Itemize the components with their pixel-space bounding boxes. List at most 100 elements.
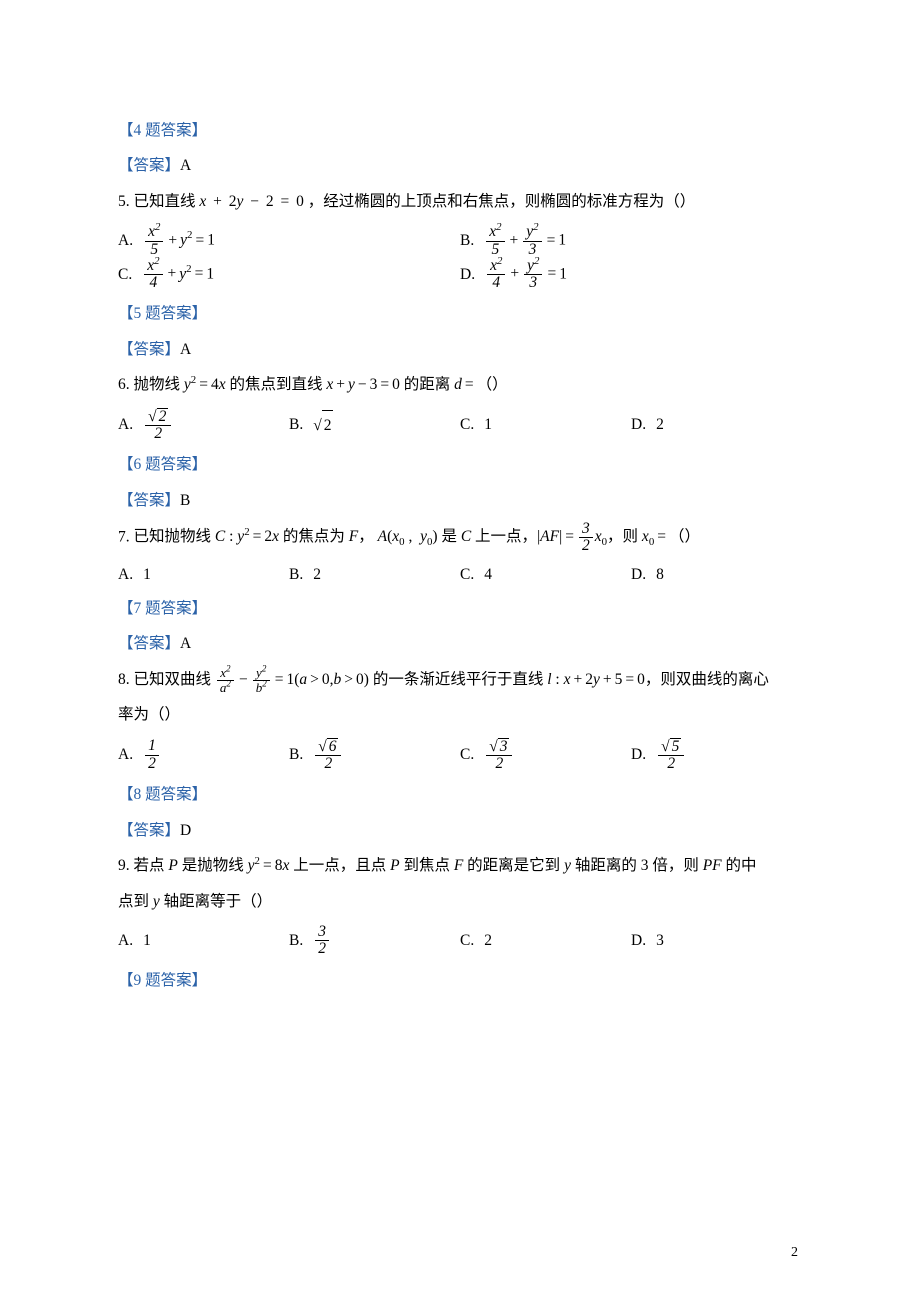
q6-ans-label: 【答案】: [118, 492, 180, 509]
q5-text-a: 已知直线 x + 2y − 2 = 0 ，经过椭圆的上顶点和右焦点，则椭圆的标准…: [134, 193, 696, 210]
q6-ans-value: B: [180, 492, 190, 509]
q7-answer-key: 【7 题答案】: [118, 594, 802, 623]
q8-text: 已知双曲线 x2a2−y2b2=1(a>0,b>0) 的一条渐近线平行于直线 l…: [134, 671, 769, 688]
q7-num: 7.: [118, 528, 130, 545]
q9-num: 9.: [118, 857, 130, 874]
page: 【4 题答案】 【答案】A 5. 已知直线 x + 2y − 2 = 0 ，经过…: [0, 0, 920, 1302]
q7-choice-c: C. 4: [460, 563, 631, 586]
q8-d-label: D.: [631, 740, 646, 769]
q7-d-val: 8: [656, 563, 664, 586]
q8-choice-d: D. √52: [631, 738, 802, 773]
q8-c-label: C.: [460, 740, 474, 769]
q5-b-math: x25+y23=1: [484, 224, 566, 258]
q8-choice-a: A. 12: [118, 738, 289, 773]
q9-choice-b: B. 32: [289, 924, 460, 958]
q7-text: 已知抛物线 C : y2=2x 的焦点为 F， A(x0 , y0) 是 C 上…: [134, 528, 701, 545]
q9-choice-c: C. 2: [460, 924, 631, 958]
q8-answer-key: 【8 题答案】: [118, 780, 802, 809]
q6-a-math: √22: [143, 408, 173, 443]
q7-a-label: A.: [118, 563, 133, 586]
q8-ans-value: D: [180, 822, 191, 839]
q8-b-label: B.: [289, 740, 303, 769]
q4-ans-value: A: [180, 157, 191, 174]
q4-answer: 【答案】A: [118, 151, 802, 180]
q8-answer: 【答案】D: [118, 816, 802, 845]
q9-b-math: 32: [313, 924, 331, 958]
q6-answer-key: 【6 题答案】: [118, 450, 802, 479]
q8-b-math: √62: [313, 738, 343, 773]
q9-c-label: C.: [460, 926, 474, 955]
q5-c-label: C.: [118, 260, 132, 289]
q5-ans-label: 【答案】: [118, 341, 180, 358]
q9-a-val: 1: [143, 926, 151, 955]
q6-c-val: 1: [484, 410, 492, 439]
q9-d-label: D.: [631, 926, 646, 955]
q4-ans-label: 【答案】: [118, 157, 180, 174]
q7-ans-label: 【答案】: [118, 635, 180, 652]
q6-c-label: C.: [460, 410, 474, 439]
q8-a-label: A.: [118, 740, 133, 769]
q9-choice-a: A. 1: [118, 924, 289, 958]
q9-stem-2: 点到 y 轴距离等于（）: [118, 887, 802, 916]
q9-answer-key: 【9 题答案】: [118, 966, 802, 995]
q5-choices: A. x25+y2=1 B. x25+y23=1 C. x24+y2=1 D. …: [118, 224, 802, 291]
q7-c-val: 4: [484, 563, 492, 586]
q6-d-val: 2: [656, 410, 664, 439]
q6-choice-c: C. 1: [460, 408, 631, 443]
q6-a-label: A.: [118, 410, 133, 439]
q8-choices: A. 12 B. √62 C. √32 D. √52: [118, 738, 802, 773]
q5-ans-value: A: [180, 341, 191, 358]
q6-answer: 【答案】B: [118, 486, 802, 515]
q7-choice-b: B. 2: [289, 563, 460, 586]
q8-choice-b: B. √62: [289, 738, 460, 773]
q8-a-math: 12: [143, 738, 161, 772]
q9-choices: A. 1 B. 32 C. 2 D. 3: [118, 924, 802, 958]
q7-a-val: 1: [143, 563, 151, 586]
q5-choice-d: D. x24+y23=1: [460, 258, 802, 292]
q5-num: 5.: [118, 193, 130, 210]
q5-answer: 【答案】A: [118, 335, 802, 364]
q7-ans-value: A: [180, 635, 191, 652]
q7-d-label: D.: [631, 563, 646, 586]
q6-stem: 6. 抛物线 y2=4x 的焦点到直线 x+y−3=0 的距离 d=（）: [118, 370, 802, 399]
q8-c-math: √32: [484, 738, 514, 773]
q7-choice-d: D. 8: [631, 563, 802, 586]
q7-choices: A. 1 B. 2 C. 4 D. 8: [118, 563, 802, 586]
q5-d-math: x24+y23=1: [485, 258, 567, 292]
q6-num: 6.: [118, 376, 130, 393]
q4-answer-key: 【4 题答案】: [118, 116, 802, 145]
q5-answer-key: 【5 题答案】: [118, 299, 802, 328]
q9-choice-d: D. 3: [631, 924, 802, 958]
q8-num: 8.: [118, 671, 130, 688]
q6-choice-a: A. √22: [118, 408, 289, 443]
q7-b-label: B.: [289, 563, 303, 586]
q7-stem: 7. 已知抛物线 C : y2=2x 的焦点为 F， A(x0 , y0) 是 …: [118, 521, 802, 555]
q6-b-label: B.: [289, 410, 303, 439]
q5-choice-c: C. x24+y2=1: [118, 258, 460, 292]
q9-d-val: 3: [656, 926, 664, 955]
q5-choice-b: B. x25+y23=1: [460, 224, 802, 258]
q7-choice-a: A. 1: [118, 563, 289, 586]
page-number: 2: [791, 1240, 798, 1267]
q9-text: 若点 P 是抛物线 y2=8x 上一点，且点 P 到焦点 F 的距离是它到 y …: [134, 857, 757, 874]
q7-b-val: 2: [313, 563, 321, 586]
q6-text: 抛物线 y2=4x 的焦点到直线 x+y−3=0 的距离 d=（）: [134, 376, 508, 393]
q6-choices: A. √22 B. √2 C. 1 D. 2: [118, 408, 802, 443]
q7-answer: 【答案】A: [118, 629, 802, 658]
q8-d-math: √52: [656, 738, 686, 773]
q9-b-label: B.: [289, 926, 303, 955]
q8-choice-c: C. √32: [460, 738, 631, 773]
q5-d-label: D.: [460, 260, 475, 289]
q5-c-math: x24+y2=1: [142, 258, 214, 292]
q5-a-label: A.: [118, 226, 133, 255]
q5-stem: 5. 已知直线 x + 2y − 2 = 0 ，经过椭圆的上顶点和右焦点，则椭圆…: [118, 187, 802, 216]
q9-a-label: A.: [118, 926, 133, 955]
q6-choice-d: D. 2: [631, 408, 802, 443]
q5-a-math: x25+y2=1: [143, 224, 215, 258]
q8-stem-2: 率为（）: [118, 700, 802, 729]
q8-stem: 8. 已知双曲线 x2a2−y2b2=1(a>0,b>0) 的一条渐近线平行于直…: [118, 665, 802, 695]
q9-stem: 9. 若点 P 是抛物线 y2=8x 上一点，且点 P 到焦点 F 的距离是它到…: [118, 851, 802, 880]
q8-ans-label: 【答案】: [118, 822, 180, 839]
q6-b-math: √2: [313, 410, 333, 440]
q5-choice-a: A. x25+y2=1: [118, 224, 460, 258]
